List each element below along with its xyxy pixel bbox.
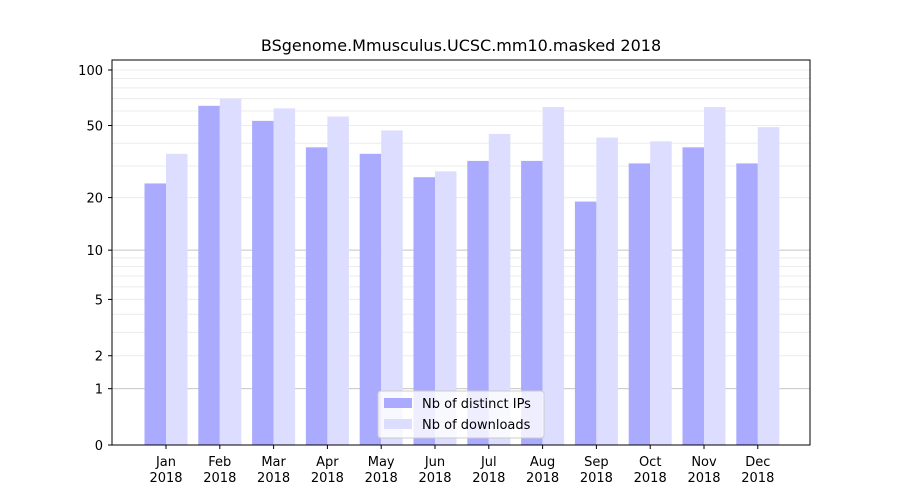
bar-downloads	[596, 137, 618, 445]
bar-distinct-ips	[413, 177, 435, 445]
x-tick-label-year: 2018	[526, 471, 559, 486]
bar-distinct-ips	[467, 160, 489, 445]
bar-downloads	[488, 133, 511, 445]
x-tick-label-year: 2018	[365, 471, 398, 486]
x-tick-label-month: Apr	[316, 455, 339, 470]
legend-label-downloads: Nb of downloads	[422, 418, 531, 433]
y-tick-label: 100	[78, 64, 103, 79]
y-tick-label: 5	[95, 293, 103, 308]
bar-downloads	[381, 130, 403, 446]
y-tick-label: 50	[86, 120, 103, 135]
x-tick-label-month: Jun	[424, 455, 445, 470]
bar-distinct-ips	[252, 120, 274, 446]
y-axis: 0 1 2 5 10 20 50 100	[78, 64, 112, 454]
bar-downloads	[650, 141, 672, 445]
x-tick-label-month: Mar	[261, 455, 286, 470]
x-tick-label-month: Jan	[155, 455, 176, 470]
bar-downloads	[757, 127, 780, 445]
x-tick-label-year: 2018	[634, 471, 667, 486]
x-tick-label-year: 2018	[580, 471, 613, 486]
bar-downloads	[542, 107, 565, 445]
y-tick-label: 10	[86, 244, 103, 259]
bar-distinct-ips	[682, 147, 704, 445]
y-tick-label: 20	[86, 192, 103, 207]
x-tick-label-month: Nov	[691, 455, 717, 470]
x-tick-label-month: Aug	[530, 455, 555, 470]
x-tick-label-year: 2018	[472, 471, 505, 486]
y-tick-label: 2	[95, 350, 103, 365]
chart-title: BSgenome.Mmusculus.UCSC.mm10.masked 2018	[261, 36, 661, 55]
legend-swatch-distinct-ips	[384, 398, 412, 408]
bar-distinct-ips	[628, 163, 651, 446]
x-axis: Jan2018Feb2018Mar2018Apr2018May2018Jun20…	[149, 445, 774, 486]
x-tick-label-year: 2018	[257, 471, 290, 486]
bar-distinct-ips	[736, 163, 758, 446]
x-tick-label-year: 2018	[311, 471, 344, 486]
bar-downloads	[704, 107, 726, 445]
bar-downloads	[219, 98, 242, 445]
x-tick-label-month: Feb	[208, 455, 231, 470]
bar-distinct-ips	[198, 105, 220, 446]
y-tick-label: 0	[95, 439, 103, 454]
legend: Nb of distinct IPs Nb of downloads	[377, 390, 545, 439]
bar-distinct-ips	[305, 147, 328, 445]
x-tick-label-year: 2018	[687, 471, 720, 486]
legend-swatch-downloads	[384, 419, 412, 429]
x-tick-label-month: Jul	[480, 455, 497, 470]
bar-downloads	[166, 153, 188, 445]
bar-distinct-ips	[144, 183, 166, 446]
x-tick-label-year: 2018	[149, 471, 182, 486]
plot-frame	[111, 59, 811, 446]
bar-distinct-ips	[359, 153, 382, 445]
bar-downloads	[273, 108, 296, 445]
x-tick-label-year: 2018	[418, 471, 451, 486]
bar-downloads	[435, 171, 457, 446]
x-tick-label-month: May	[368, 455, 395, 470]
x-tick-label-year: 2018	[203, 471, 236, 486]
legend-label-distinct-ips: Nb of distinct IPs	[422, 397, 531, 412]
legend-box	[377, 390, 545, 439]
x-tick-label-month: Sep	[584, 455, 609, 470]
bars	[144, 98, 780, 446]
x-tick-label-month: Oct	[639, 455, 661, 470]
x-tick-label-month: Dec	[745, 455, 770, 470]
bar-downloads	[327, 116, 349, 446]
y-tick-label: 1	[95, 383, 103, 398]
bar-distinct-ips	[521, 160, 543, 445]
bar-distinct-ips	[574, 201, 597, 445]
x-tick-label-year: 2018	[741, 471, 774, 486]
